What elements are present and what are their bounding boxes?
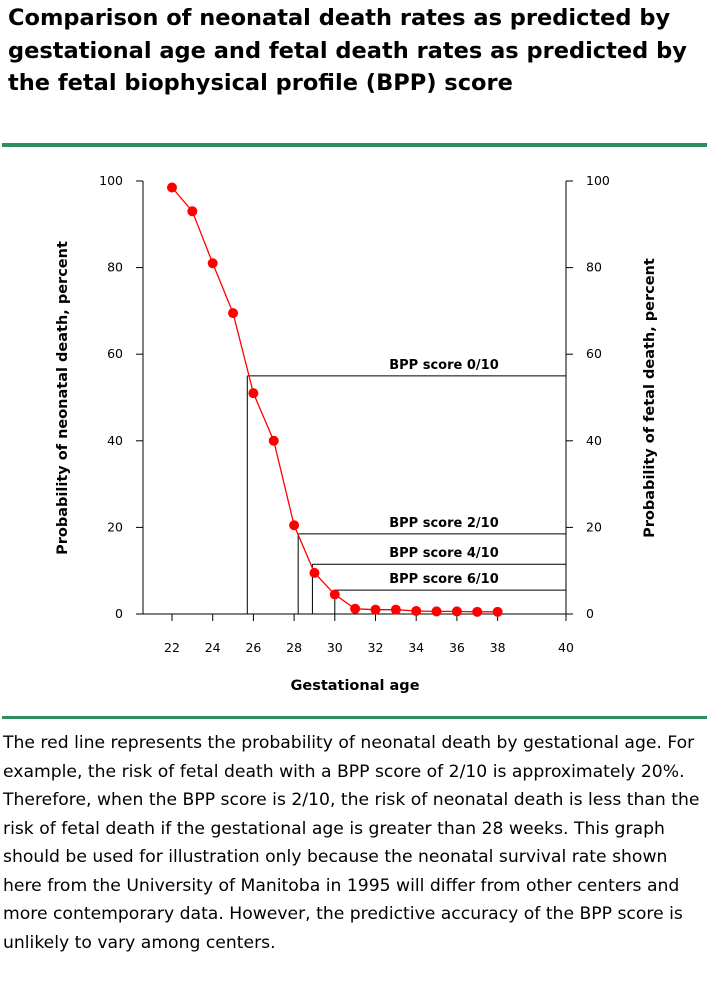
data-point xyxy=(472,606,483,617)
x-tick-label: 30 xyxy=(327,640,343,655)
x-tick-label: 26 xyxy=(245,640,261,655)
x-tick-label: 36 xyxy=(449,640,465,655)
bpp-score-label: BPP score 4/10 xyxy=(389,546,499,561)
data-point xyxy=(167,182,177,193)
x-tick-label: 34 xyxy=(408,640,424,655)
data-point xyxy=(268,435,279,446)
y-tick-label-right: 100 xyxy=(586,173,610,188)
x-tick-label: 22 xyxy=(164,640,180,655)
data-point xyxy=(289,520,300,531)
data-point xyxy=(228,308,239,319)
y-tick-label-left: 80 xyxy=(107,260,123,275)
bpp-score-label: BPP score 6/10 xyxy=(389,572,499,587)
data-point xyxy=(370,604,381,615)
chart-caption: The red line represents the probability … xyxy=(3,733,700,953)
x-tick-label: 32 xyxy=(368,640,384,655)
chart-ticks: 0 0 20 20 40 40 60 60 80 80 100 100 22 24 26 28 30 32 34 36… xyxy=(99,173,610,655)
y-tick-label-left: 40 xyxy=(107,433,123,448)
data-point xyxy=(329,589,340,600)
x-axis-label: Gestational age xyxy=(290,678,419,694)
chart-annotations: BPP score 0/10 BPP score 2/10 BPP score 4/… xyxy=(246,358,566,614)
y-tick-label-right: 40 xyxy=(586,433,602,448)
data-point xyxy=(309,567,320,578)
data-point xyxy=(207,258,218,269)
data-point xyxy=(187,206,198,217)
x-tick-label: 24 xyxy=(205,640,221,655)
y-axis-label-left: Probability of neonatal death, percent xyxy=(55,241,71,555)
y-tick-label-right: 60 xyxy=(586,346,602,361)
y-tick-label-right: 20 xyxy=(586,519,602,534)
data-point xyxy=(390,604,401,615)
data-point xyxy=(411,605,422,616)
x-tick-label: 40 xyxy=(558,640,574,655)
bpp-score-label: BPP score 2/10 xyxy=(389,516,499,531)
data-point xyxy=(492,606,503,617)
y-tick-label-right: 0 xyxy=(586,606,594,621)
data-point xyxy=(350,603,361,614)
y-tick-label-right: 80 xyxy=(586,260,602,275)
bpp-score-label: BPP score 0/10 xyxy=(389,358,499,373)
data-point xyxy=(431,606,442,617)
y-tick-label-left: 20 xyxy=(107,519,123,534)
title-divider xyxy=(2,143,707,147)
x-tick-label: 28 xyxy=(286,640,302,655)
data-point xyxy=(248,388,259,399)
y-tick-label-left: 60 xyxy=(107,346,123,361)
chart: 0 0 20 20 40 40 60 60 80 80 100 100 22 24 26 28 30 32 34 36… xyxy=(55,173,658,694)
chart-series xyxy=(167,182,503,617)
page-title: Comparison of neonatal death rates as pr… xyxy=(8,5,687,96)
data-point xyxy=(451,606,462,617)
caption-divider xyxy=(2,716,707,719)
x-tick-label: 38 xyxy=(490,640,506,655)
y-tick-label-left: 100 xyxy=(99,173,123,188)
y-tick-label-left: 0 xyxy=(115,606,123,621)
y-axis-label-right: Probability of fetal death, percent xyxy=(642,258,658,538)
